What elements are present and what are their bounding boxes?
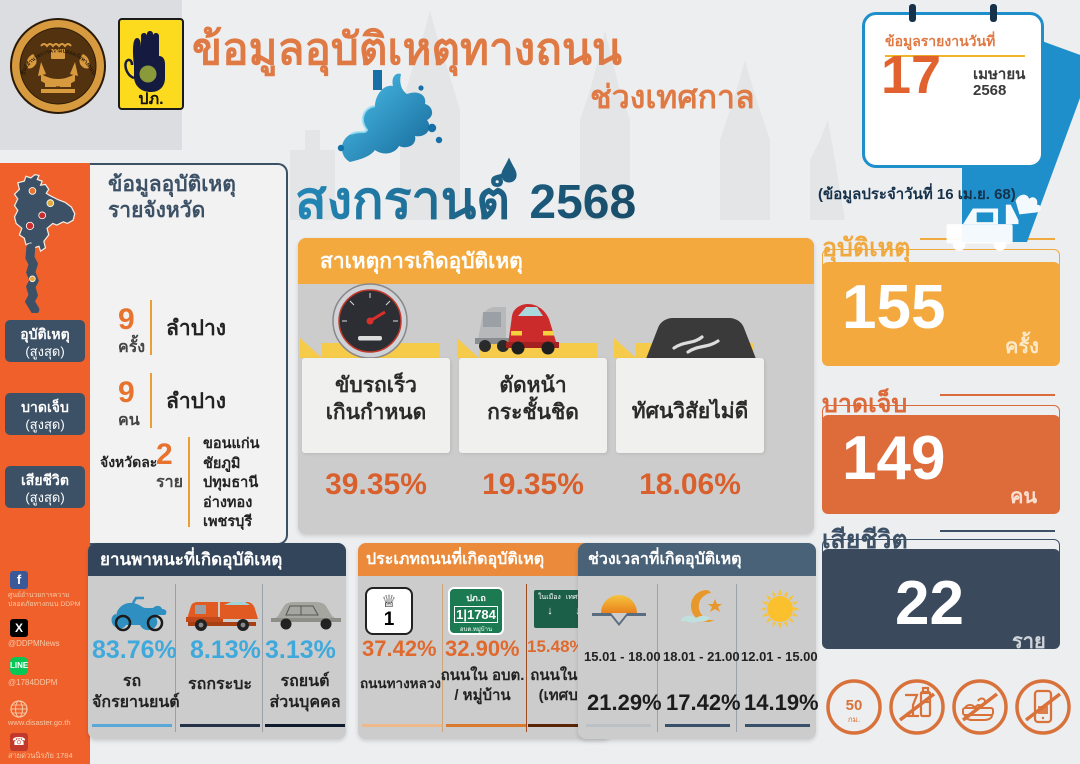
svg-text:50: 50 <box>846 697 863 714</box>
svg-text:ปภ.: ปภ. <box>138 91 163 108</box>
svg-text:กม.: กม. <box>848 715 860 724</box>
